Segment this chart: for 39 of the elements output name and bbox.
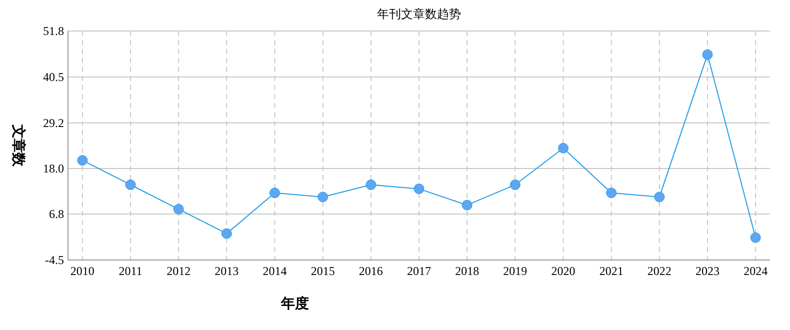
y-tick-label: 29.2 [43, 116, 64, 130]
x-tick-label: 2022 [647, 264, 672, 278]
y-tick-label: 40.5 [43, 70, 64, 84]
x-tick-label: 2024 [744, 264, 768, 278]
y-tick-label: -4.5 [45, 253, 64, 267]
x-tick-label: 2016 [358, 264, 383, 278]
x-tick-label: 2023 [695, 264, 720, 278]
y-tick-label: 6.8 [49, 207, 64, 222]
point [750, 232, 761, 243]
x-tick-label: 2018 [455, 264, 480, 278]
point [221, 228, 232, 239]
point [558, 142, 568, 154]
point [414, 184, 424, 194]
point [270, 188, 280, 198]
point [462, 200, 472, 210]
x-tick-label: 2011 [118, 264, 142, 278]
x-tick-label: 2012 [166, 264, 191, 278]
point [510, 180, 520, 190]
x-tick-label: 2014 [262, 264, 287, 278]
point [125, 180, 136, 190]
point [702, 49, 713, 60]
y-axis-title: 文章数 [10, 124, 27, 168]
x-tick-label: 2010 [70, 264, 94, 278]
x-axis-title: 年度 [280, 295, 309, 312]
point [606, 188, 617, 198]
point [77, 155, 88, 166]
x-tick-label: 2015 [310, 264, 335, 278]
point [318, 192, 328, 202]
point [173, 204, 184, 214]
point [366, 180, 376, 190]
x-tick-label: 2021 [599, 264, 624, 278]
x-tick-label: 2017 [407, 264, 431, 278]
x-tick-label: 2020 [551, 264, 576, 278]
x-tick-label: 2013 [214, 264, 239, 278]
x-tick-label: 2019 [503, 264, 528, 278]
y-tick-label: 51.8 [43, 24, 64, 38]
y-tick-label: 18.0 [43, 161, 64, 176]
point [654, 192, 665, 202]
chart-title: 年刊文章数趋势 [377, 7, 461, 21]
